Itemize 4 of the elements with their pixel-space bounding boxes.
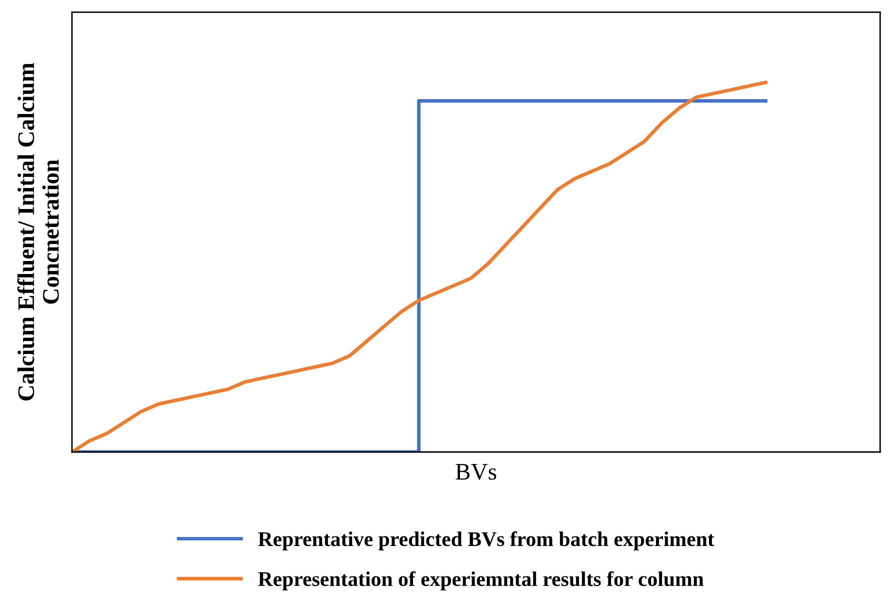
legend-label: Reprentative predicted BVs from batch experiment — [258, 531, 714, 550]
legend-label: Representation of experiemntal results for column — [258, 571, 704, 590]
y-axis-title: Calcium Effluent/ Initial Calcium Concnetration — [17, 62, 59, 400]
x-axis-title: BVs — [456, 464, 496, 480]
